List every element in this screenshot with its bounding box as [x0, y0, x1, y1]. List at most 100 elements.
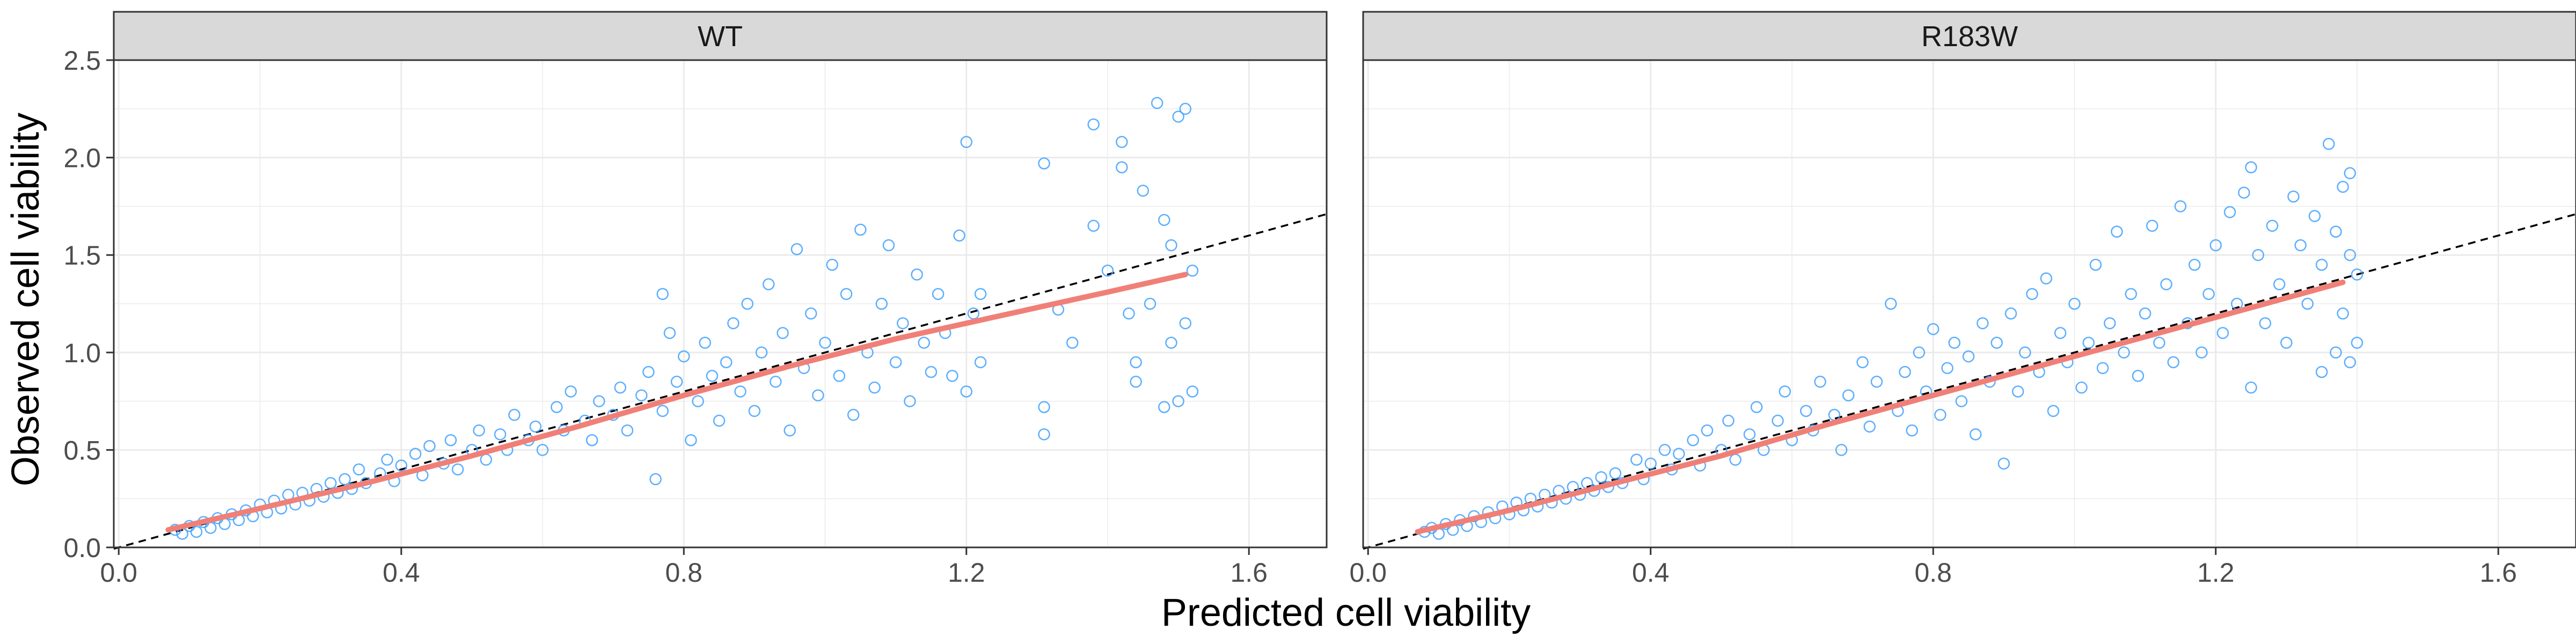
data-point	[1151, 97, 1163, 109]
data-point	[1722, 414, 1735, 427]
data-point	[2146, 219, 2158, 232]
data-point	[847, 408, 860, 421]
data-point	[1899, 365, 1911, 378]
data-point	[2330, 346, 2342, 359]
data-point	[734, 385, 747, 398]
data-point	[670, 376, 683, 388]
data-point	[960, 385, 972, 398]
data-point	[2245, 381, 2257, 394]
data-point	[804, 307, 817, 320]
data-point	[1101, 265, 1114, 277]
data-point	[685, 434, 697, 447]
data-point	[1977, 317, 1989, 330]
data-point	[1179, 103, 1192, 115]
data-point	[1087, 118, 1100, 131]
data-point	[1743, 428, 1756, 441]
x-tick-label: 0.0	[100, 558, 137, 588]
data-point	[840, 288, 853, 301]
data-point	[1630, 453, 1643, 466]
data-point	[826, 259, 838, 271]
data-point	[953, 229, 965, 242]
data-point	[2301, 297, 2314, 310]
data-point	[1969, 428, 1982, 441]
data-point	[1673, 448, 1685, 460]
data-point	[2344, 167, 2357, 179]
data-point	[1116, 136, 1128, 148]
data-point	[1123, 307, 1135, 320]
data-point	[190, 525, 203, 538]
data-point	[2323, 137, 2335, 150]
data-point	[473, 424, 485, 437]
data-point	[2209, 239, 2222, 252]
data-point	[741, 297, 753, 310]
data-point	[2223, 206, 2236, 218]
data-point	[1934, 408, 1946, 421]
data-point	[692, 395, 704, 407]
data-point	[2330, 225, 2342, 238]
data-point	[1165, 336, 1177, 349]
data-point	[1941, 362, 1953, 375]
data-point	[897, 317, 909, 330]
data-point	[720, 356, 733, 369]
data-point	[656, 288, 669, 301]
data-point	[1130, 376, 1142, 388]
data-point	[2111, 225, 2123, 238]
data-point	[2266, 219, 2279, 232]
data-point	[1595, 471, 1607, 484]
data-point	[1179, 317, 1192, 330]
data-point	[1158, 401, 1170, 413]
facet-label: WT	[698, 20, 743, 53]
data-point	[324, 477, 337, 489]
data-point	[706, 370, 719, 382]
data-point	[656, 405, 669, 418]
data-point	[833, 370, 846, 382]
data-point	[904, 395, 916, 407]
data-point	[960, 136, 972, 148]
data-point	[974, 356, 987, 369]
data-point	[2118, 346, 2130, 359]
data-point	[1137, 185, 1150, 197]
data-point	[565, 385, 577, 398]
data-point	[1927, 323, 1940, 335]
data-point	[529, 420, 542, 433]
data-point	[423, 440, 436, 452]
data-point	[925, 365, 938, 378]
data-point	[1962, 350, 1975, 363]
data-point	[339, 473, 351, 486]
data-point	[918, 336, 930, 349]
data-point	[451, 463, 464, 475]
data-point	[1158, 214, 1170, 226]
data-point	[663, 327, 676, 339]
data-point	[395, 459, 407, 472]
x-tick-label: 0.0	[1349, 558, 1387, 588]
data-point	[381, 453, 393, 466]
data-point	[1038, 428, 1050, 441]
data-point	[642, 365, 655, 378]
x-tick-label: 1.6	[2479, 558, 2517, 588]
facet-strip	[113, 11, 1328, 61]
data-point	[2068, 297, 2081, 310]
data-point	[1658, 444, 1671, 456]
data-point	[2054, 327, 2067, 339]
data-point	[586, 434, 598, 447]
data-point	[819, 336, 831, 349]
data-point	[444, 434, 457, 447]
data-point	[2011, 385, 2024, 398]
data-point	[1172, 395, 1184, 407]
data-point	[1687, 434, 1699, 447]
data-point	[494, 428, 507, 441]
y-tick-label: 0.0	[63, 533, 101, 563]
data-point	[875, 297, 888, 310]
smooth-line	[1415, 280, 2346, 535]
data-point	[2082, 336, 2095, 349]
data-point	[2089, 259, 2102, 271]
data-point	[2174, 200, 2187, 213]
data-point	[1870, 376, 1883, 388]
data-point	[1997, 457, 2010, 470]
data-point	[755, 346, 768, 359]
data-point	[932, 288, 945, 301]
x-axis-label: Predicted cell viability	[1161, 591, 1531, 634]
data-point	[2153, 336, 2165, 349]
x-tick-label: 1.2	[2197, 558, 2235, 588]
data-point	[2259, 317, 2272, 330]
